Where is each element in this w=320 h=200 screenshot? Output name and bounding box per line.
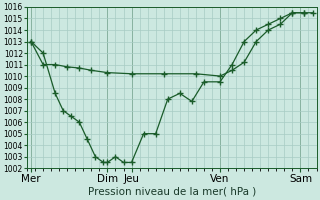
X-axis label: Pression niveau de la mer( hPa ): Pression niveau de la mer( hPa ) bbox=[88, 187, 256, 197]
